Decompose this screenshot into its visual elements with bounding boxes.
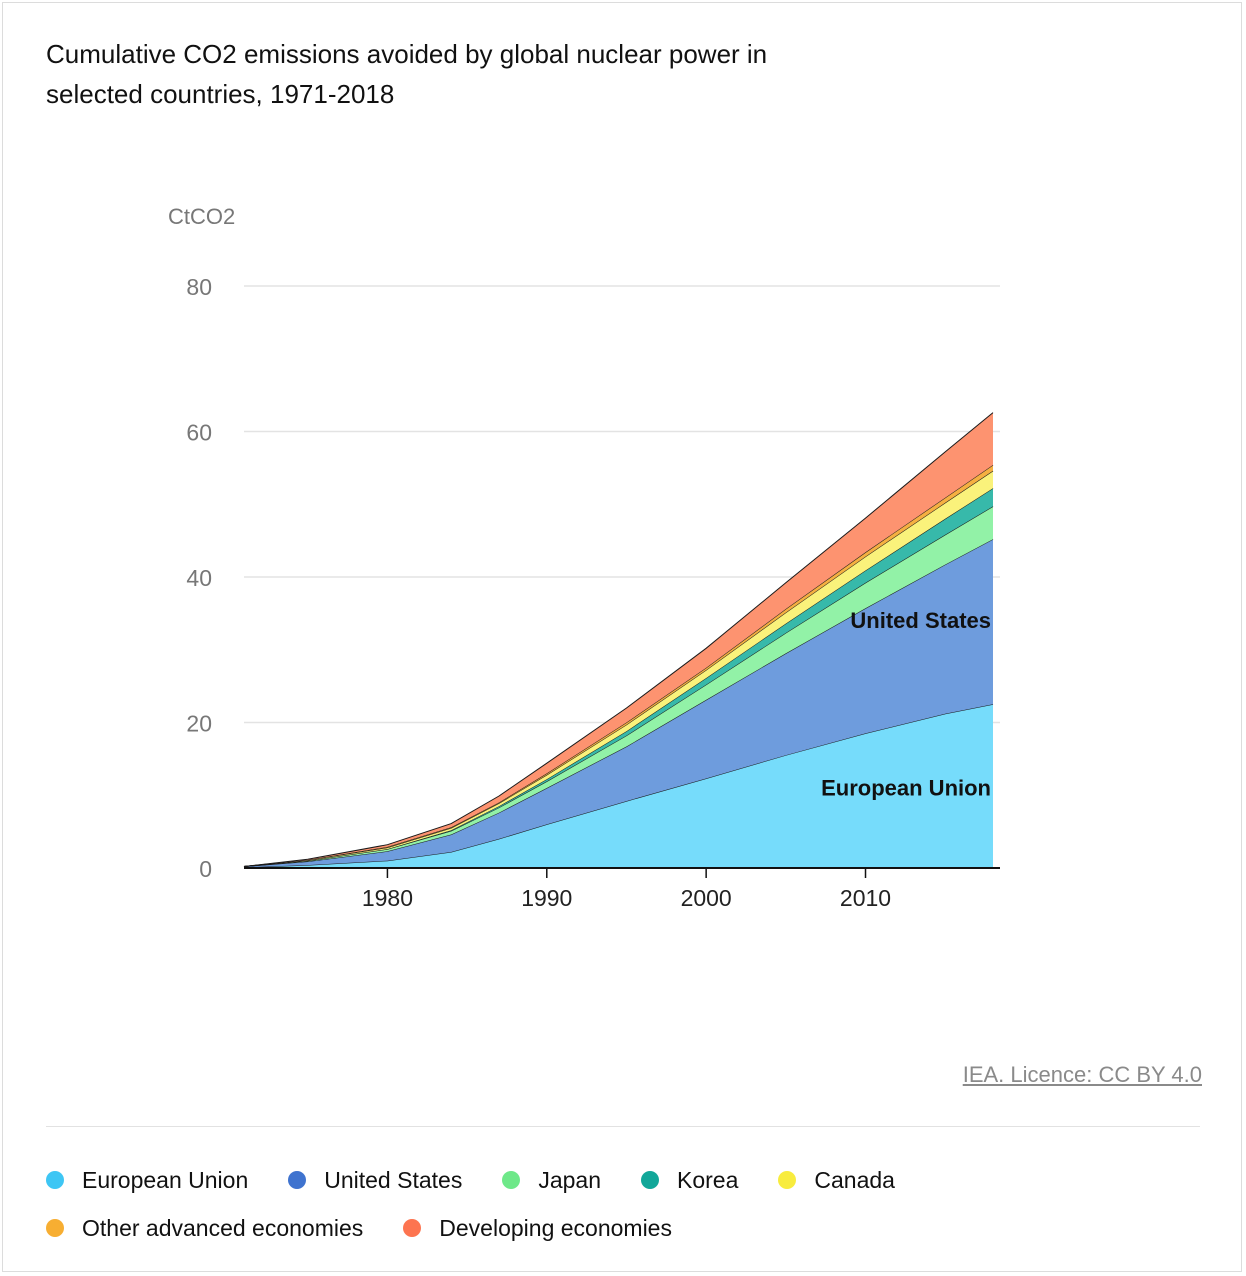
x-tick-label-2000: 2000 — [681, 885, 732, 911]
legend-label-korea: Korea — [677, 1166, 739, 1193]
legend-label-canada: Canada — [814, 1166, 895, 1193]
area-european-union — [244, 704, 993, 868]
licence-link[interactable]: IEA. Licence: CC BY 4.0 — [962, 1062, 1202, 1087]
legend-item-developing-economies[interactable]: Developing economies — [403, 1215, 672, 1242]
y-tick-label-80: 80 — [186, 274, 212, 300]
legend-item-japan[interactable]: Japan — [502, 1167, 601, 1194]
legend-item-united-states[interactable]: United States — [288, 1167, 462, 1194]
chart-title-line-1: Cumulative CO2 emissions avoided by glob… — [46, 39, 768, 69]
legend-item-other-advanced-economies[interactable]: Other advanced economies — [46, 1215, 363, 1242]
y-tick-label-40: 40 — [186, 565, 212, 591]
chart-title-line-2: selected countries, 1971-2018 — [46, 79, 395, 109]
legend-row-1: European Union United States Japan Korea… — [46, 1156, 1046, 1204]
legend-dot-canada — [778, 1171, 797, 1189]
legend-label-european-union: European Union — [82, 1166, 249, 1193]
legend-divider — [46, 1126, 1200, 1127]
x-tick-label-1980: 1980 — [362, 885, 413, 911]
x-tick-label-2010: 2010 — [840, 885, 891, 911]
annotation-european-union: European Union — [821, 775, 991, 800]
legend-label-united-states: United States — [324, 1166, 463, 1193]
legend-dot-korea — [641, 1171, 659, 1189]
chart-title: Cumulative CO2 emissions avoided by glob… — [46, 34, 906, 114]
legend-dot-japan — [502, 1171, 521, 1189]
area-edge-european-union — [243, 703, 994, 868]
y-tick-label-60: 60 — [186, 420, 212, 446]
legend-dot-other-advanced-economies — [46, 1219, 64, 1237]
legend-item-european-union[interactable]: European Union — [46, 1167, 248, 1194]
area-edge-other-advanced-economies — [243, 464, 994, 867]
area-united-states — [244, 539, 993, 868]
chart-legend: European Union United States Japan Korea… — [46, 1156, 1046, 1252]
annotation-united-states: United States — [850, 608, 991, 633]
legend-dot-european-union — [46, 1171, 64, 1189]
legend-dot-united-states — [288, 1171, 307, 1189]
legend-label-other-advanced-economies: Other advanced economies — [82, 1214, 364, 1241]
y-tick-label-0: 0 — [199, 856, 212, 882]
legend-label-japan: Japan — [538, 1166, 601, 1193]
legend-label-developing-economies: Developing economies — [439, 1214, 672, 1241]
legend-item-korea[interactable]: Korea — [641, 1167, 738, 1194]
area-edge-united-states — [243, 538, 994, 867]
y-axis-label: CtCO2 — [168, 204, 235, 229]
y-tick-label-20: 20 — [186, 711, 212, 737]
legend-dot-developing-economies — [403, 1219, 422, 1237]
stacked-area-chart: 0 20 40 60 80 CtCO2 1980 1990 2000 2010 United Sta… — [168, 204, 1000, 911]
legend-row-2: Other advanced economies Developing econ… — [46, 1204, 1046, 1252]
x-tick-label-1990: 1990 — [521, 885, 572, 911]
area-edge-developing-economies — [243, 412, 994, 867]
legend-item-canada[interactable]: Canada — [778, 1167, 895, 1194]
